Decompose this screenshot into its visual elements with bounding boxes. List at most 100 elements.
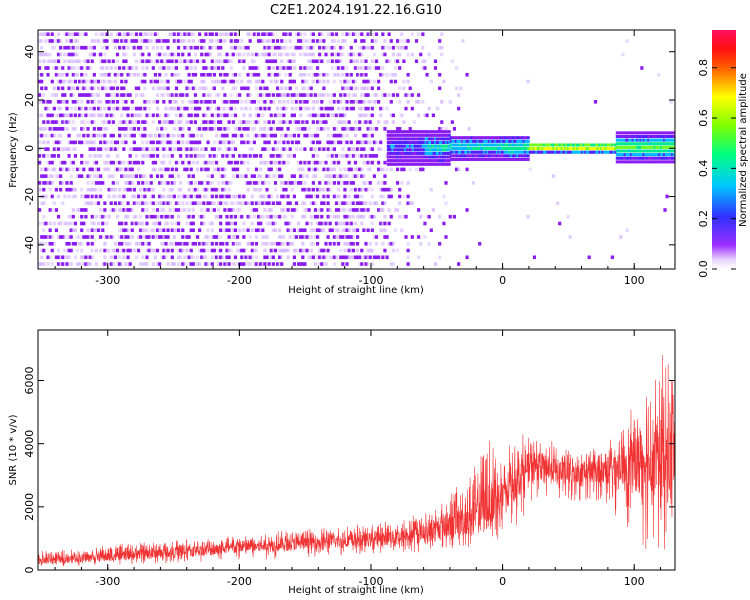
spectrogram-cell [80, 214, 84, 219]
spectrogram-cell [617, 135, 620, 139]
spectrogram-cell [648, 131, 652, 135]
spectrogram-cell [124, 235, 128, 239]
spectrogram-cell [115, 106, 120, 111]
spectrogram-cell [309, 235, 313, 239]
spectrogram-cell [212, 100, 216, 104]
spectrogram-cell [318, 52, 322, 57]
spectrogram-cell [176, 208, 181, 212]
spectrogram-cell [193, 181, 198, 185]
spectrogram-cell [38, 100, 42, 104]
spectrogram-cell [191, 59, 195, 64]
spectrogram-cell [42, 235, 46, 239]
spectrogram-cell [216, 127, 221, 131]
spectrogram-cell [364, 201, 368, 206]
spectrogram-cell [65, 241, 69, 246]
spectrogram-cell [642, 131, 646, 135]
spectrogram-cell [489, 147, 492, 151]
spectrogram-cell [326, 194, 330, 199]
spectrogram-cell [176, 45, 181, 50]
spectrogram-cell [377, 79, 381, 84]
spectrogram-cell [519, 139, 522, 143]
spectrogram-cell [124, 106, 128, 111]
spectrogram-cell [437, 162, 440, 166]
spectrogram-cell [318, 39, 322, 43]
spectrogram-cell [337, 39, 341, 43]
spectrogram-cell [465, 139, 469, 143]
spectrogram-cell [278, 66, 282, 70]
spectrogram-cell [202, 241, 206, 246]
spectrogram-cell [558, 143, 562, 147]
spectrogram-cell [612, 147, 616, 151]
spectrogram-cell [195, 133, 200, 138]
spectrogram-cell [555, 143, 559, 147]
spectrogram-cell [176, 133, 181, 138]
spectrogram-cell [155, 100, 160, 104]
spectrogram-cell [667, 156, 671, 160]
spectrogram-cell [221, 241, 225, 246]
spectrogram-cell [442, 141, 445, 145]
spectrogram-cell [86, 194, 90, 199]
spectrogram-cell [618, 135, 622, 139]
spectrogram-cell [334, 113, 339, 118]
spectrogram-cell [362, 120, 366, 124]
spectrogram-cell [86, 127, 90, 131]
spectrogram-cell [311, 174, 315, 178]
spectrogram-cell [343, 201, 347, 206]
spectrogram-cell [244, 106, 248, 111]
spectrogram-cell [223, 228, 227, 233]
spectrogram-cell [448, 214, 452, 219]
spectrogram-cell [432, 148, 435, 152]
spectrogram-cell [341, 39, 345, 43]
spectrogram-cell [191, 228, 195, 233]
spectrogram-cell [555, 150, 559, 154]
spectrogram-cell [402, 214, 406, 219]
spectrogram-cell [61, 147, 65, 151]
spectrogram-cell [252, 208, 256, 212]
spectrogram-cell [435, 106, 440, 111]
spectrogram-cell [503, 136, 507, 140]
spectrogram-cell [95, 269, 98, 273]
spectrogram-cell [332, 167, 337, 172]
spectrogram-cell [273, 147, 278, 151]
spectrogram-cell [354, 269, 357, 273]
spectrogram-cell [421, 162, 424, 166]
spectrogram-cell [181, 133, 185, 138]
spectrogram-cell [494, 154, 497, 158]
spectrogram-cell [166, 45, 170, 50]
spectrogram-cell [124, 228, 128, 233]
spectrogram-cell [164, 248, 168, 253]
spectrogram-cell [162, 133, 166, 138]
spectrogram-cell [400, 144, 404, 148]
spectrogram-cell [231, 86, 235, 91]
spectrogram-cell [432, 130, 435, 134]
spectrogram-cell [641, 156, 644, 160]
spectrogram-cell [414, 167, 419, 172]
spectrogram-cell [189, 66, 193, 70]
spectrogram-cell [254, 86, 259, 91]
spectrogram-cell [659, 145, 663, 149]
spectrogram-cell [434, 148, 437, 152]
spectrogram-cell [402, 120, 406, 124]
spectrogram-cell [656, 160, 660, 164]
spectrogram-cell [332, 174, 337, 178]
spectrogram-cell [347, 214, 351, 219]
spectrogram-cell [73, 221, 77, 226]
spectrogram-cell [99, 147, 103, 151]
spectrogram-cell [625, 138, 628, 142]
spectrogram-cell [216, 52, 221, 57]
spectrogram-cell [502, 143, 505, 147]
spectrogram-cell [396, 144, 399, 148]
spectrogram-cell [210, 39, 214, 43]
spectrogram-cell [141, 59, 145, 64]
spectrogram-cell [334, 59, 339, 64]
spectrogram-cell [288, 221, 292, 226]
spectrogram-cell [78, 235, 82, 239]
spectrogram-cell [324, 194, 328, 199]
spectrogram-cell [168, 93, 172, 97]
spectrogram-cell [200, 72, 204, 77]
spectrogram-cell [216, 187, 221, 192]
spectrogram-cell [299, 52, 303, 57]
spectrogram-cell [231, 262, 235, 266]
spectrogram-cell [440, 148, 443, 152]
spectrogram-cell [158, 221, 162, 226]
